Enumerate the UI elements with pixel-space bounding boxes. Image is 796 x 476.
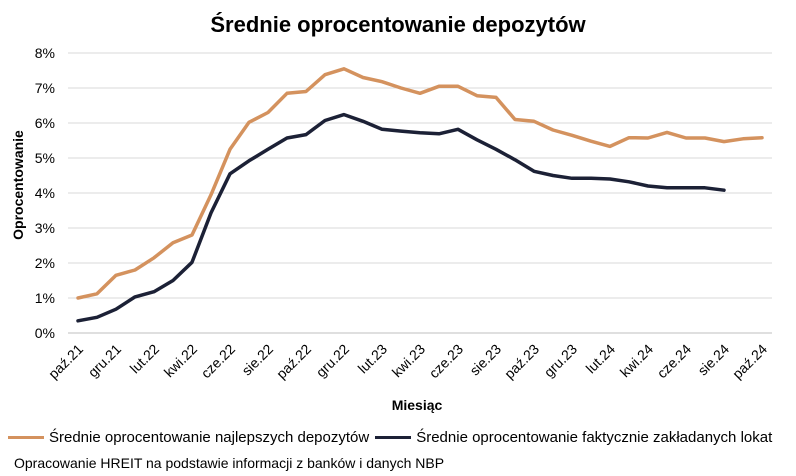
- y-axis-label: Oprocentowanie: [10, 130, 26, 240]
- x-tick-label: cze.23: [426, 341, 467, 382]
- x-tick-label: kwi.24: [617, 341, 657, 381]
- series-line-2: [76, 112, 726, 323]
- x-tick-label: cze.22: [198, 341, 239, 382]
- y-tick-label: 4%: [35, 185, 55, 201]
- x-tick-label: cze.24: [654, 341, 695, 382]
- y-tick-label: 5%: [35, 150, 55, 166]
- y-tick-label: 2%: [35, 255, 55, 271]
- x-tick-label: gru.21: [85, 341, 125, 381]
- x-tick-label: kwi.23: [389, 341, 429, 381]
- legend-label-actual-deposits: Średnie oprocentowanie faktycznie zakład…: [416, 428, 773, 446]
- x-tick-label: paź.24: [729, 341, 770, 382]
- x-tick-label: gru.22: [313, 341, 353, 381]
- source-note: Opracowanie HREIT na podstawie informacj…: [14, 455, 445, 471]
- y-tick-label: 8%: [35, 45, 55, 61]
- y-tick-label: 6%: [35, 115, 55, 131]
- x-tick-label: kwi.22: [161, 341, 201, 381]
- x-tick-label: sie.23: [466, 341, 504, 379]
- legend-item-actual-deposits: Średnie oprocentowanie faktycznie zakład…: [375, 429, 772, 446]
- x-axis-label: Miesiąc: [392, 397, 443, 413]
- gridlines: [68, 52, 772, 334]
- y-tick-label: 7%: [35, 80, 55, 96]
- legend-swatch-actual-deposits: [375, 435, 412, 439]
- x-tick-label: paź.22: [273, 341, 314, 382]
- series-lines: [76, 67, 764, 323]
- legend-label-best-deposits: Średnie oprocentowanie najlepszych depoz…: [49, 428, 370, 446]
- x-tick-label: lut.22: [127, 341, 163, 377]
- x-tick-label: sie.24: [694, 341, 732, 379]
- legend-item-best-deposits: Średnie oprocentowanie najlepszych depoz…: [8, 429, 369, 446]
- legend-swatch-best-deposits: [8, 435, 44, 439]
- x-tick-label: paź.21: [45, 341, 86, 382]
- x-tick-label: sie.22: [238, 341, 276, 379]
- x-tick-label: lut.24: [583, 341, 619, 377]
- chart-title: Średnie oprocentowanie depozytów: [210, 12, 586, 37]
- series-line-1: [76, 67, 764, 300]
- legend: Średnie oprocentowanie najlepszych depoz…: [8, 427, 793, 447]
- x-tick-label: lut.23: [355, 341, 391, 377]
- y-tick-label: 0%: [35, 325, 55, 341]
- x-tick-label: paź.23: [501, 341, 542, 382]
- y-tick-label: 3%: [35, 220, 55, 236]
- y-tick-label: 1%: [35, 290, 55, 306]
- y-axis-ticks: 0% 1% 2% 3% 4% 5% 6% 7% 8%: [35, 45, 55, 341]
- x-tick-label: gru.23: [541, 341, 581, 381]
